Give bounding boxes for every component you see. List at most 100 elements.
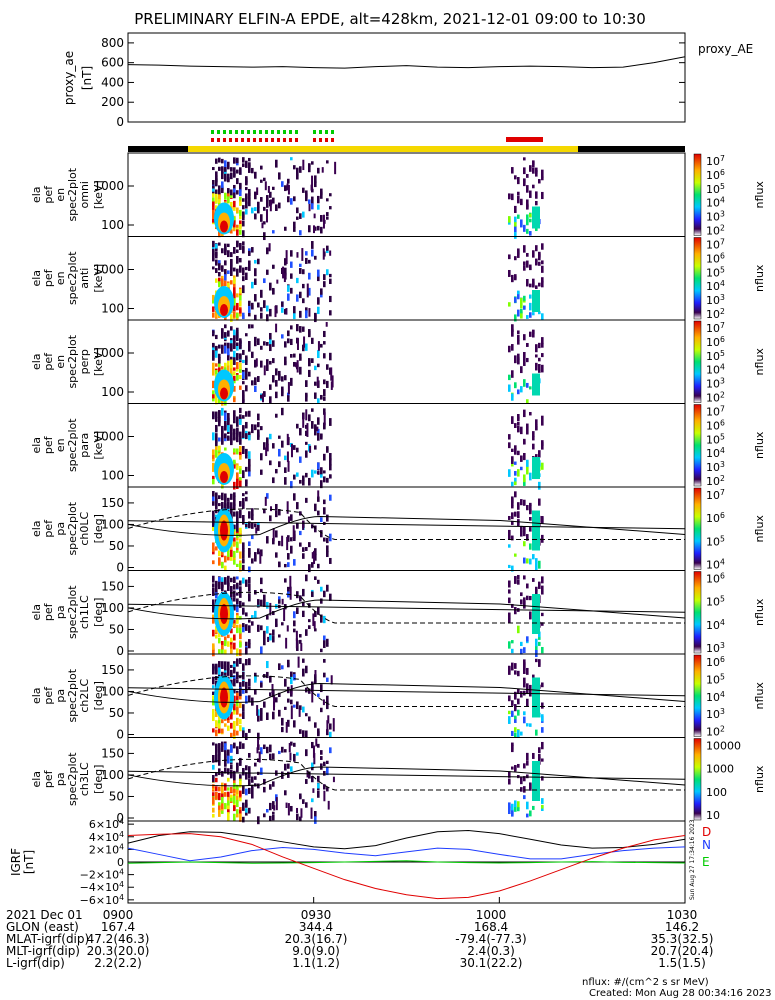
spec-pixel-2	[511, 416, 514, 424]
spec-pixel	[305, 251, 308, 256]
spec-pixel	[236, 472, 239, 479]
spec-pixel	[284, 578, 287, 583]
spec-pixel	[317, 510, 320, 516]
spec-scatter	[309, 445, 312, 453]
spec-pixel-2	[520, 525, 523, 533]
spec-pixel-2	[511, 498, 514, 506]
spec-pixel	[314, 811, 317, 818]
spec-pixel	[329, 206, 332, 210]
spec-pixel	[242, 515, 245, 521]
spec-pixel	[224, 783, 227, 791]
spec-pixel	[248, 662, 251, 666]
spec-pixel-2	[514, 256, 517, 261]
spec-scatter	[290, 705, 293, 720]
spec-pixel	[224, 661, 227, 667]
spec-pixel	[278, 599, 281, 604]
spec-pixel	[242, 230, 245, 238]
spec-pixel	[227, 777, 230, 782]
spec-pixel-2	[526, 252, 529, 257]
spec-pixel	[323, 379, 326, 385]
spec-pixel	[239, 362, 242, 370]
spec-pixel	[212, 526, 215, 531]
spec-pixel	[263, 701, 266, 708]
spec-pixel	[242, 711, 245, 719]
flag-red	[319, 138, 322, 142]
spec-pixel	[299, 595, 302, 602]
spec-pixel	[329, 557, 332, 564]
spec-pixel	[233, 277, 236, 284]
spec-pixel	[227, 641, 230, 647]
spec-pixel	[218, 503, 221, 507]
spec-pixel	[260, 625, 263, 631]
spec-pixel	[311, 337, 314, 344]
spec-pixel	[212, 299, 215, 304]
spec-pixel	[272, 814, 275, 821]
spec-pixel-2	[526, 173, 529, 178]
spec-pixel	[242, 470, 245, 479]
spec-pixel	[308, 358, 311, 362]
spec-pixel-2	[541, 337, 544, 345]
spec-pixel	[221, 407, 224, 412]
spec-pixel	[215, 171, 218, 178]
spec-pixel	[323, 537, 326, 542]
spec-pixel	[239, 694, 242, 700]
panel-label-line: spec2plot	[66, 752, 79, 806]
spec-pixel	[260, 469, 263, 475]
panel-units: [keV]	[92, 347, 105, 376]
spec-pixel-2	[514, 314, 517, 322]
spec-pixel-2	[529, 213, 532, 218]
spec-pixel	[221, 789, 224, 793]
spec-pixel	[329, 731, 332, 738]
spec-pixel-2	[529, 190, 532, 198]
flag-green	[271, 130, 274, 134]
spec-pixel-2	[508, 469, 511, 477]
ephemeris-cell: 1000	[475, 908, 507, 922]
spec-pixel	[278, 202, 281, 209]
spec-scatter	[273, 805, 276, 811]
spec-pixel	[314, 430, 317, 436]
spec-pixel	[230, 192, 233, 199]
spec-pixel-2	[520, 426, 523, 435]
spec-pixel	[242, 241, 245, 246]
spec-pixel	[326, 160, 329, 164]
spec-pixel	[239, 702, 242, 709]
spec-pixel	[266, 437, 269, 445]
spec-pixel	[227, 725, 230, 731]
spec-pixel	[254, 207, 257, 212]
spec-pixel	[230, 361, 233, 369]
spec-pixel	[290, 261, 293, 268]
panel-label-line: spec2plot	[66, 251, 79, 305]
spec-scatter	[259, 551, 262, 564]
spec-pixel-2	[517, 180, 520, 185]
spec-pixel	[245, 272, 248, 281]
colorbar-label: 107	[706, 405, 725, 419]
spec-pixel	[320, 617, 323, 623]
spec-pixel	[329, 747, 332, 754]
spec-pixel	[257, 413, 260, 421]
flag-green	[229, 130, 232, 134]
spec-pixel	[323, 615, 326, 624]
spec-pixel-2	[523, 224, 526, 232]
spec-pixel	[236, 582, 239, 589]
spec-pixel	[287, 338, 290, 344]
spec-pixel	[311, 249, 314, 257]
spec-pixel	[212, 496, 215, 502]
spec-scatter	[269, 202, 272, 212]
spec-pixel-2	[526, 801, 529, 810]
spec-pixel	[239, 682, 242, 690]
spec-pixel	[248, 625, 251, 633]
spec-pixel	[218, 768, 221, 776]
spec-scatter	[302, 521, 305, 530]
spec-pixel	[221, 671, 224, 679]
spec-pixel	[329, 193, 332, 197]
colorbar-title: nflux	[753, 515, 766, 543]
spec-pixel	[263, 744, 266, 750]
spec-pixel	[296, 207, 299, 214]
spec-pixel	[272, 340, 275, 347]
spec-pixel	[221, 278, 224, 286]
spec-pixel	[314, 612, 317, 617]
spec-scatter	[281, 535, 284, 547]
spec-pixel	[269, 360, 272, 365]
spec-pixel	[248, 188, 251, 197]
spec-pixel-2	[529, 684, 532, 692]
